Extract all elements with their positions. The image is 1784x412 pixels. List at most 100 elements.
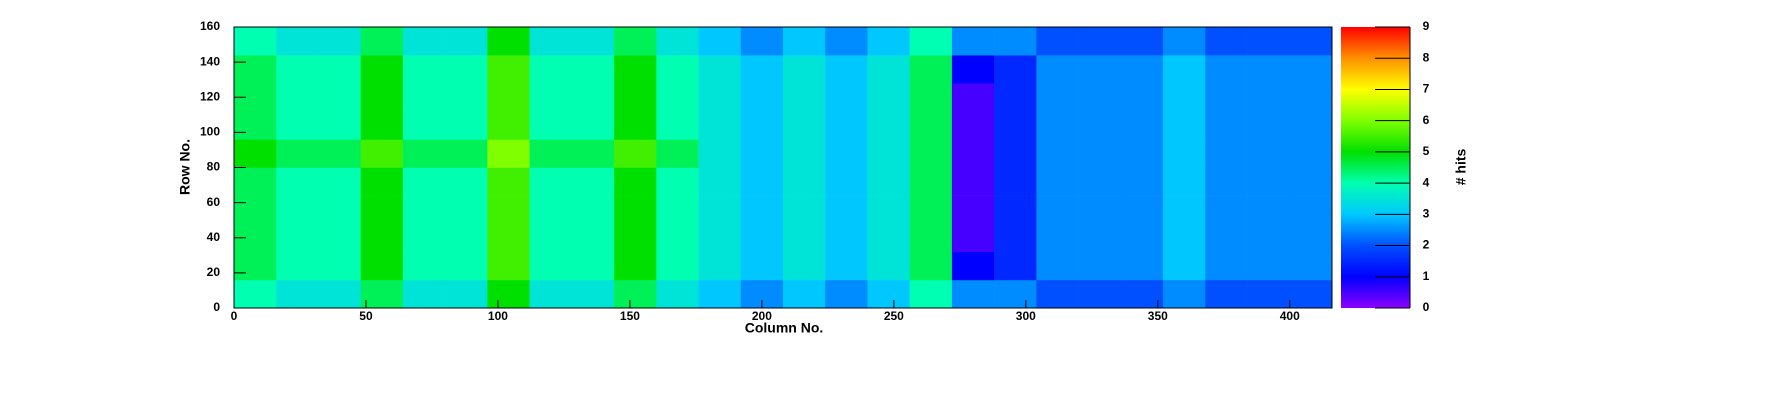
heatmap-cell bbox=[445, 111, 488, 140]
heatmap-cell bbox=[360, 83, 404, 112]
heatmap-cell bbox=[825, 167, 868, 196]
heatmap-cell bbox=[867, 111, 910, 140]
y-tick-label: 80 bbox=[207, 160, 221, 174]
heatmap-cell bbox=[1120, 139, 1164, 168]
x-tick-label: 250 bbox=[884, 309, 904, 323]
heatmap-cell bbox=[909, 139, 953, 168]
heatmap-cell bbox=[318, 139, 361, 168]
heatmap-cell bbox=[1036, 111, 1079, 140]
heatmap-cell bbox=[445, 139, 488, 168]
heatmap-cell bbox=[951, 27, 995, 56]
heatmap-cell bbox=[487, 27, 530, 56]
heatmap-cell bbox=[825, 83, 868, 112]
heatmap-cell bbox=[909, 251, 953, 281]
heatmap-cell bbox=[1120, 279, 1164, 309]
heatmap-cell bbox=[656, 83, 699, 112]
heatmap-cell bbox=[445, 279, 488, 309]
heatmap-cell bbox=[1205, 27, 1248, 56]
heatmap-cell bbox=[867, 55, 910, 84]
colorbar-tick-label: 4 bbox=[1423, 175, 1430, 189]
heatmap-cell bbox=[360, 251, 404, 281]
colorbar-tick-label: 2 bbox=[1423, 238, 1430, 252]
heatmap-cell bbox=[487, 83, 530, 112]
heatmap-cell bbox=[1036, 251, 1079, 281]
heatmap-cell bbox=[783, 139, 826, 168]
heatmap-cell bbox=[1120, 83, 1164, 112]
heatmap-cell bbox=[360, 55, 404, 84]
heatmap-cell bbox=[867, 83, 910, 112]
heatmap-cell bbox=[360, 139, 404, 168]
heatmap-cell bbox=[487, 251, 530, 281]
x-axis-title: Column No. bbox=[745, 320, 824, 336]
heatmap-cell bbox=[825, 111, 868, 140]
heatmap-cell bbox=[529, 167, 573, 196]
heatmap-cell bbox=[402, 55, 446, 84]
heatmap-cell bbox=[614, 251, 657, 281]
heatmap-cell bbox=[402, 223, 446, 253]
y-tick-label: 160 bbox=[200, 19, 220, 33]
heatmap-cell bbox=[1120, 251, 1164, 281]
heatmap-cell bbox=[402, 83, 446, 112]
heatmap-cell bbox=[402, 111, 446, 140]
heatmap-cell bbox=[529, 195, 573, 224]
heatmap-cell bbox=[614, 83, 657, 112]
heatmap-cell bbox=[445, 167, 488, 196]
colorbar-tick-label: 8 bbox=[1423, 50, 1430, 64]
heatmap-cell bbox=[698, 139, 742, 168]
heatmap-cell bbox=[529, 27, 573, 56]
heatmap-cell bbox=[614, 55, 657, 84]
heatmap-cell bbox=[656, 279, 699, 309]
heatmap-cell bbox=[909, 55, 953, 84]
heatmap-cell bbox=[909, 167, 953, 196]
heatmap-cell bbox=[951, 195, 995, 224]
heatmap-cell bbox=[698, 195, 742, 224]
heatmap-cell bbox=[951, 83, 995, 112]
heatmap-cell bbox=[951, 139, 995, 168]
heatmap-cell bbox=[783, 27, 826, 56]
heatmap-cell bbox=[1036, 167, 1079, 196]
heatmap-cell bbox=[994, 83, 1037, 112]
heatmap-cell bbox=[1205, 139, 1248, 168]
heatmap-cell bbox=[783, 223, 826, 253]
heatmap-cell bbox=[1247, 83, 1291, 112]
heatmap-cell bbox=[276, 111, 319, 140]
heatmap-cell bbox=[234, 139, 277, 168]
heatmap-cell bbox=[360, 111, 404, 140]
heatmap-cell bbox=[318, 111, 361, 140]
heatmap-cell bbox=[1163, 83, 1206, 112]
heatmap-cell bbox=[276, 167, 319, 196]
heatmap-cell bbox=[360, 279, 404, 309]
heatmap-cell bbox=[614, 279, 657, 309]
heatmap-cell bbox=[1205, 195, 1248, 224]
heatmap-cell bbox=[698, 111, 742, 140]
heatmap-cell bbox=[909, 111, 953, 140]
heatmap-cell bbox=[1120, 27, 1164, 56]
heatmap-cell bbox=[867, 27, 910, 56]
colorbar-title: # hits bbox=[1453, 149, 1469, 186]
heatmap-cell bbox=[698, 251, 742, 281]
heatmap-cell bbox=[234, 279, 277, 309]
heatmap-cell bbox=[740, 139, 784, 168]
heatmap-cell bbox=[1289, 167, 1333, 196]
heatmap-cell bbox=[1289, 111, 1333, 140]
colorbar-tick-label: 7 bbox=[1423, 82, 1430, 96]
y-tick-label: 40 bbox=[207, 230, 221, 244]
heatmap-cell bbox=[360, 223, 404, 253]
heatmap-cell bbox=[867, 139, 910, 168]
heatmap-cell bbox=[487, 55, 530, 84]
heatmap-cell bbox=[318, 83, 361, 112]
heatmap-cell bbox=[402, 27, 446, 56]
colorbar bbox=[1341, 27, 1410, 308]
heatmap-cell bbox=[656, 111, 699, 140]
heatmap-cell bbox=[529, 83, 573, 112]
heatmap-cell bbox=[1289, 83, 1333, 112]
heatmap-cell bbox=[1163, 251, 1206, 281]
heatmap-cell bbox=[994, 167, 1037, 196]
heatmap-cell bbox=[909, 279, 953, 309]
heatmap-cell bbox=[825, 139, 868, 168]
heatmap-cell bbox=[1163, 223, 1206, 253]
heatmap-cell bbox=[825, 27, 868, 56]
heatmap-cell bbox=[487, 111, 530, 140]
heatmap-cell bbox=[529, 55, 573, 84]
heatmap-cell bbox=[445, 83, 488, 112]
